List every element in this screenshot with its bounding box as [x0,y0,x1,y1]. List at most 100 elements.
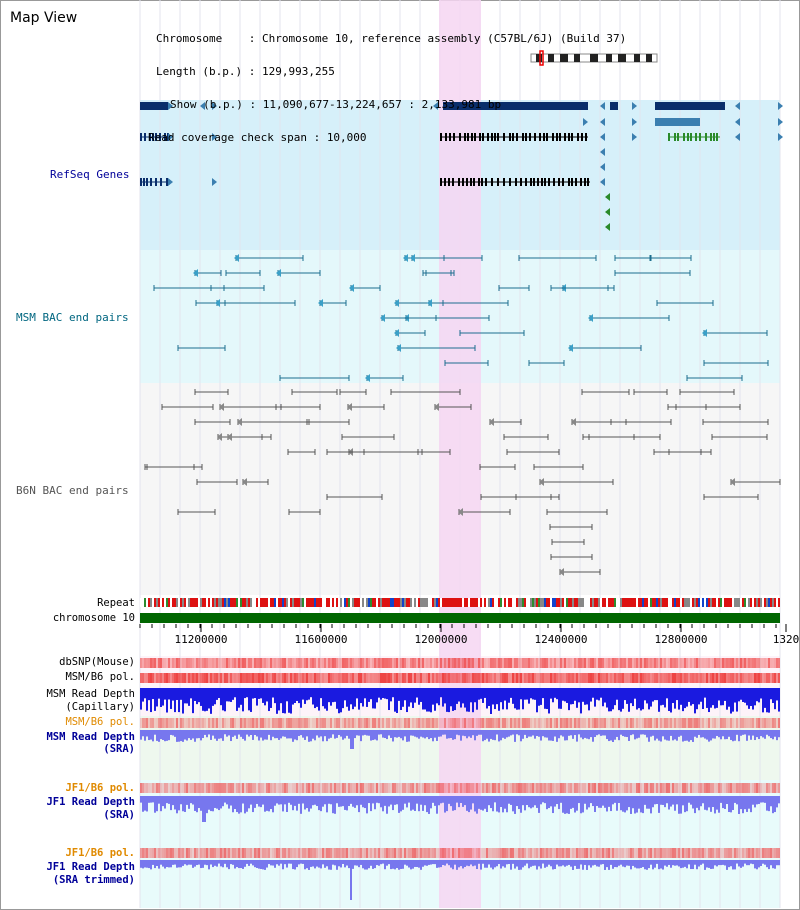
jf1-b6-pol-cell [248,783,250,793]
jf1-depth-bar [164,796,166,809]
jf1-b6-pol-cell-2 [376,848,378,858]
msm-b6-pol-cell [402,673,404,683]
msm-sra-depth-bar [368,730,370,736]
msm-sra-depth-bar [650,730,652,737]
jf1-trim-depth-bar [386,860,388,866]
msm-b6-pol-cell [196,673,198,683]
repeat-segment [414,598,416,607]
msm-capillary-depth-bar [478,688,480,700]
jf1-b6-pol-cell-2 [654,848,656,858]
repeat-segment [262,598,264,607]
msm-b6-pol-cell-2 [256,718,258,728]
msm-b6-pol-cell [560,673,562,683]
msm-b6-pol-cell [350,673,352,683]
msm-b6-pol-cell [250,673,252,683]
jf1-b6-pol-cell-2 [172,848,174,858]
dbsnp-cell [730,658,732,668]
msm-capillary-depth-bar [232,688,234,700]
jf1-trim-depth-bar [590,860,592,868]
msm-b6-pol-cell-2 [246,718,248,728]
dbsnp-cell [482,658,484,668]
msm-capillary-depth-bar [668,688,670,711]
jf1-b6-pol-cell-2 [480,848,482,858]
msm-capillary-depth-bar [352,688,354,710]
jf1-trim-depth-bar [174,860,176,865]
gene-exon [687,133,689,141]
jf1-b6-pol-cell [676,783,678,793]
msm-b6-pol-cell-2 [208,718,210,728]
jf1-trim-depth-bar [518,860,520,870]
dbsnp-cell [430,658,432,668]
msm-b6-pol-cell [502,673,504,683]
jf1-trim-depth-bar [306,860,308,869]
msm-b6-pol-cell [658,673,660,683]
msm-sra-depth-bar [162,730,164,740]
msm-sra-depth-bar [326,730,328,742]
jf1-trim-depth-bar [142,860,144,869]
jf1-b6-pol-cell [646,783,648,793]
msm-capillary-depth-bar [484,688,486,698]
repeat-segment [594,598,596,607]
jf1-b6-pol-cell [272,783,274,793]
dbsnp-cell [624,658,626,668]
gene-exon [150,178,152,186]
jf1-b6-pol-cell [296,783,298,793]
jf1-b6-pol-cell [220,783,222,793]
dbsnp-cell [168,658,170,668]
jf1-depth-bar [580,796,582,814]
dbsnp-cell [248,658,250,668]
jf1-depth-bar [222,796,224,807]
msm-b6-pol-cell [198,673,200,683]
jf1-trim-depth-bar [638,860,640,869]
dbsnp-cell [596,658,598,668]
jf1-depth-bar [314,796,316,805]
msm-b6-pol-cell-2 [758,718,760,728]
repeat-segment [376,598,378,607]
msm-sra-depth-bar [576,730,578,742]
repeat-segment [462,598,464,607]
msm-b6-pol-cell [676,673,678,683]
jf1-b6-pol-cell-2 [426,848,428,858]
jf1-trim-depth-bar [686,860,688,869]
dbsnp-cell [734,658,736,668]
gene-block [655,118,700,126]
jf1-depth-bar [380,796,382,808]
msm-capillary-depth-bar [418,688,420,705]
msm-sra-depth-bar [176,730,178,742]
repeat-segment [360,598,362,607]
jf1-b6-pol-cell-2 [602,848,604,858]
jf1-depth-bar [322,796,324,807]
b6n-bac-label[interactable]: B6N BAC end pairs [16,484,129,497]
msm-sra-depth-bar [226,730,228,737]
msm-bac-label[interactable]: MSM BAC end pairs [16,311,129,324]
msm-sra-depth-bar [552,730,554,741]
jf1-b6-pol-cell-2 [266,848,268,858]
msm-sra-depth-bar [168,730,170,741]
msm-capillary-depth-bar [678,688,680,710]
msm-capillary-depth-bar [182,688,184,714]
jf1-depth-bar [156,796,158,812]
msm-capillary-depth-bar [240,688,242,705]
dbsnp-cell [488,658,490,668]
jf1-depth-bar [554,796,556,807]
jf1-depth-bar [666,796,668,804]
msm-b6-pol-cell [520,673,522,683]
jf1-depth-bar [656,796,658,804]
msm-b6-pol-cell-2 [344,718,346,728]
msm-b6-pol-cell [332,673,334,683]
repeat-segment [434,598,436,607]
jf1-b6-pol-cell [536,783,538,793]
dbsnp-cell [742,658,744,668]
repeat-segment [384,598,386,607]
repeat-segment [366,598,368,607]
jf1-depth-bar [640,796,642,813]
jf1-trim-depth-bar [660,860,662,869]
jf1-b6-pol-cell-2 [672,848,674,858]
gene-exon [559,133,561,141]
msm-b6-pol-cell-2 [674,718,676,728]
refseq-genes-label[interactable]: RefSeq Genes [50,168,130,181]
msm-sra-depth-bar [516,730,518,735]
jf1-trim-depth-bar [316,860,318,867]
gene-exon [440,178,442,186]
jf1-b6-pol-cell [376,783,378,793]
